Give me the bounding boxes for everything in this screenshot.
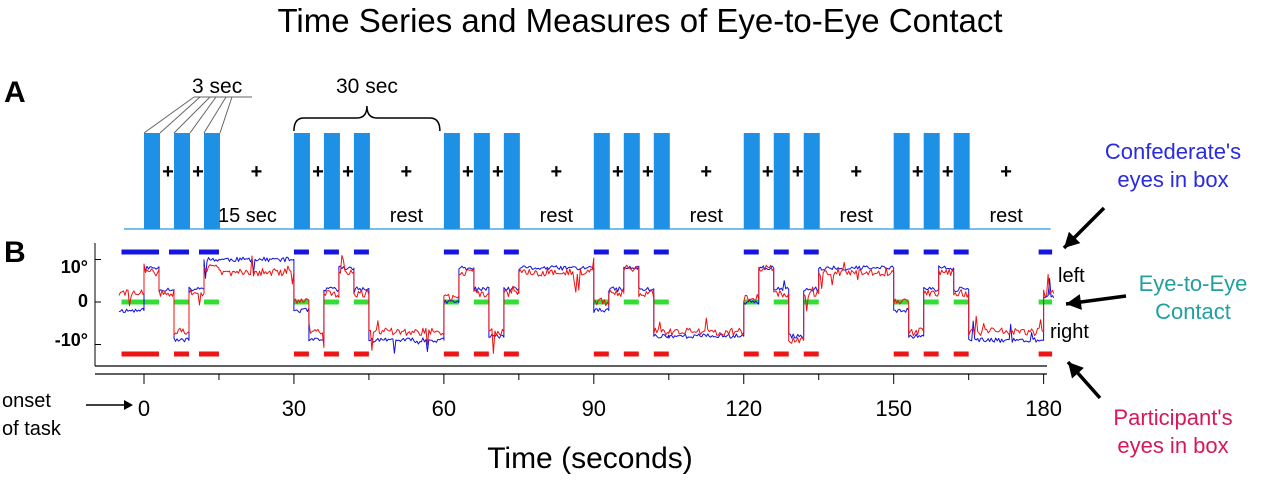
task-blocks xyxy=(124,133,1051,230)
rest-fixation-cross: + xyxy=(250,161,263,183)
legend-participant-line-2: eyes in box xyxy=(1117,432,1229,458)
ytick-label-0: 0 xyxy=(77,291,88,311)
legend-participant: Participant's eyes in box xyxy=(1078,404,1268,459)
x-tick-label: 150 xyxy=(875,396,913,421)
fixation-cross: + xyxy=(911,161,924,183)
x-tick-label: 90 xyxy=(581,396,607,421)
fixation-cross: + xyxy=(761,161,774,183)
legend-confederate-line-1: Confederate's xyxy=(1104,139,1242,164)
legend-participant-line-1: Participant's xyxy=(1113,405,1233,430)
x-tick-label: 120 xyxy=(725,396,763,421)
rest-fixation-cross: + xyxy=(850,161,863,183)
three-sec-guide-0-r xyxy=(159,96,201,134)
fixation-cross: + xyxy=(941,161,954,183)
fixation-cross: + xyxy=(162,161,174,183)
fixation-cross: + xyxy=(192,161,204,183)
three-sec-guide-0-l xyxy=(143,96,195,134)
fixation-cross: + xyxy=(462,161,474,183)
confederate-arrow-head xyxy=(1064,231,1081,248)
fixation-cross: + xyxy=(641,161,654,183)
rest-fixation-cross: + xyxy=(400,161,413,183)
rest-label: rest xyxy=(689,205,723,227)
legend-confederate: Confederate's eyes in box xyxy=(1078,138,1268,193)
legend-contact: Eye-to-Eye Contact xyxy=(1118,270,1268,325)
face-block-3-1 xyxy=(623,133,640,229)
participant-arrow-head xyxy=(1068,362,1084,379)
panel-label-b: B xyxy=(4,236,26,269)
face-block-4-1 xyxy=(773,133,790,229)
rest-label: rest xyxy=(389,205,424,227)
face-block-4-2 xyxy=(803,133,820,229)
face-block-2-1 xyxy=(473,133,490,229)
face-block-1-0 xyxy=(293,133,310,229)
fixation-cross: + xyxy=(312,161,324,183)
face-block-4-0 xyxy=(743,133,760,229)
face-block-0-0 xyxy=(144,133,160,229)
fixation-cross: + xyxy=(611,161,624,183)
thirty-sec-brace xyxy=(293,105,441,132)
face-block-5-1 xyxy=(923,133,940,229)
contact-arrow-head xyxy=(1066,294,1082,310)
legend-arrows xyxy=(86,206,1127,410)
direction-right-label: right xyxy=(1050,321,1089,343)
rest-fixation-cross: + xyxy=(1000,161,1012,183)
rest-fixation-cross: + xyxy=(550,161,563,183)
thirty-sec-label: 30 sec xyxy=(336,75,398,98)
x-tick-label: 0 xyxy=(137,396,151,421)
direction-left-label: left xyxy=(1058,265,1085,287)
legend-contact-line-2: Contact xyxy=(1155,298,1231,324)
face-block-1-1 xyxy=(323,133,340,229)
ytick-label-10: 10° xyxy=(60,257,88,277)
in-box-markers xyxy=(121,249,1053,357)
three-sec-label: 3 sec xyxy=(192,75,243,98)
three-sec-guide-2-l xyxy=(203,96,227,134)
fixation-cross: + xyxy=(342,161,354,183)
face-block-2-2 xyxy=(503,133,520,229)
three-sec-guide-1-l xyxy=(173,96,211,134)
rest-label: rest xyxy=(539,205,573,227)
x-tick-label: 60 xyxy=(431,396,457,421)
onset-line-2: of task xyxy=(2,418,61,440)
face-block-2-0 xyxy=(443,133,460,229)
fifteen-sec-label: 15 sec xyxy=(218,205,277,227)
rest-fixation-cross: + xyxy=(700,161,713,183)
rest-label: rest xyxy=(839,205,873,227)
axes xyxy=(94,243,1047,384)
face-block-5-0 xyxy=(893,133,910,229)
legend-confederate-line-2: eyes in box xyxy=(1117,166,1229,192)
x-tick-label: 180 xyxy=(1025,396,1062,421)
fixation-cross: + xyxy=(492,161,504,183)
ytick-label-minus-10: -10° xyxy=(54,330,88,350)
gaze-traces xyxy=(118,255,1055,354)
rest-label: rest xyxy=(989,205,1023,227)
legend-contact-line-1: Eye-to-Eye xyxy=(1138,271,1248,296)
face-block-1-2 xyxy=(353,133,370,229)
face-block-0-1 xyxy=(173,133,190,229)
three-sec-guide-1-r xyxy=(189,96,217,134)
face-block-3-2 xyxy=(653,133,670,229)
timing-braces xyxy=(143,96,441,134)
x-tick-label: 30 xyxy=(281,396,307,421)
onset-line-1: onset xyxy=(2,390,51,412)
onset-label: onset of task xyxy=(2,390,61,440)
x-axis-label: Time (seconds) xyxy=(487,442,693,475)
onset-arrow-head xyxy=(124,400,133,410)
chart-title: Time Series and Measures of Eye-to-Eye C… xyxy=(277,2,1003,39)
face-block-0-2 xyxy=(203,133,220,229)
face-block-3-0 xyxy=(593,133,610,229)
participant-gaze-line xyxy=(118,255,1055,354)
fixation-cross: + xyxy=(791,161,804,183)
panel-label-a: A xyxy=(4,76,26,109)
three-sec-guide-2-r xyxy=(219,96,233,134)
face-block-5-2 xyxy=(953,133,970,229)
